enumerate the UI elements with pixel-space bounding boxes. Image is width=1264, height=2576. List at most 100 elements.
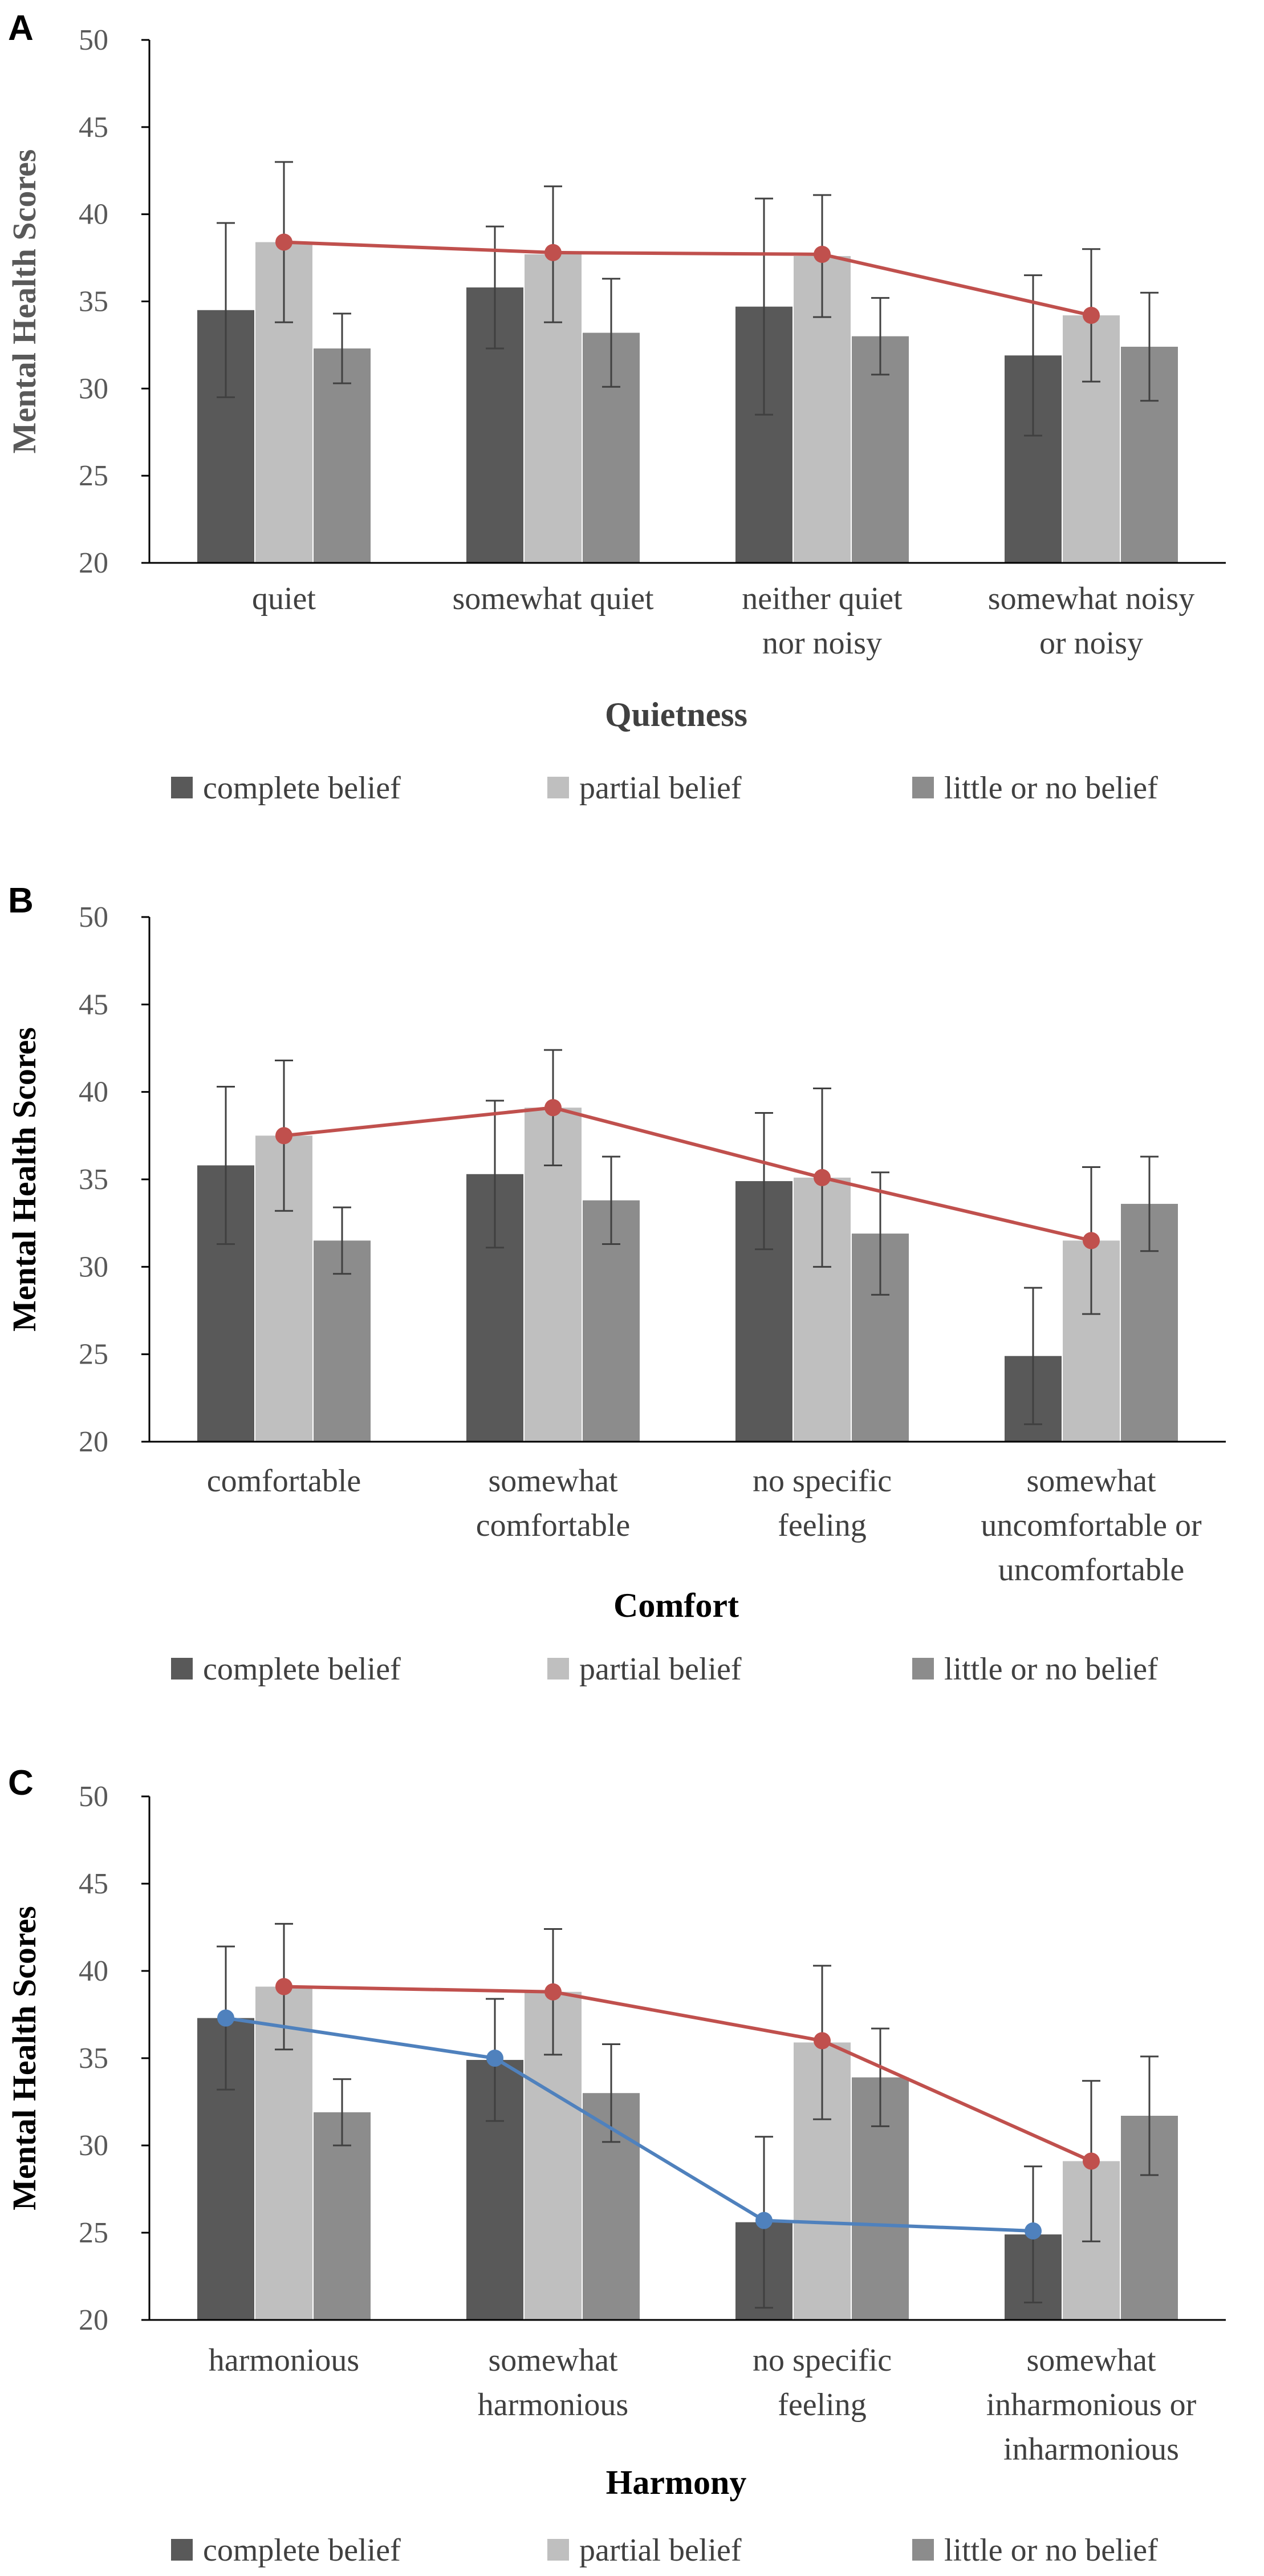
category-label-line: feeling [778, 2387, 866, 2423]
legend-swatch [171, 1658, 193, 1680]
trend-point-red [275, 1127, 292, 1145]
legend-label: partial belief [579, 2533, 742, 2568]
y-tick-label: 35 [79, 1163, 108, 1196]
y-tick-label: 45 [79, 988, 108, 1021]
y-tick-label: 25 [79, 1338, 108, 1371]
category-label-line: nor noisy [762, 626, 882, 661]
panel-letter: B [8, 881, 34, 920]
y-tick-label: 25 [79, 460, 108, 492]
y-tick-label: 50 [79, 24, 108, 56]
category-label-line: harmonious [478, 2387, 628, 2423]
chart-panel-a: A 20 25 30 35 40 45 50 Mental Health Scores quiet… [6, 9, 1226, 806]
category-label-line: inharmonious or [986, 2387, 1197, 2423]
chart-panel-c: C 20 25 30 35 40 45 50 Mental Health Scores harmo… [6, 1763, 1226, 2568]
category-label: somewhat uncomfortable or uncomfortable [981, 1463, 1202, 1588]
legend-swatch [171, 777, 193, 798]
category-label-line: uncomfortable [998, 1552, 1185, 1588]
category-label-line: somewhat [488, 2343, 618, 2378]
x-axis-title: Quietness [605, 696, 747, 733]
x-axis-title: Harmony [606, 2464, 747, 2501]
y-tick-label: 40 [79, 1076, 108, 1109]
trend-point-blue [1025, 2222, 1042, 2240]
y-tick-label: 50 [79, 1780, 108, 1813]
y-tick-label: 45 [79, 111, 108, 144]
legend-swatch [547, 2539, 569, 2561]
legend-label: little or no belief [944, 770, 1158, 806]
trend-point-red [544, 244, 562, 261]
panel-letter: C [8, 1763, 34, 1803]
y-tick-label: 35 [79, 286, 108, 318]
y-tick-label: 20 [79, 547, 108, 579]
legend-swatch [171, 2539, 193, 2561]
trend-point-red [275, 233, 292, 251]
y-tick-label: 20 [79, 2304, 108, 2336]
y-tick-label: 30 [79, 372, 108, 405]
category-label: no specific feeling [753, 1463, 892, 1543]
legend-label: little or no belief [944, 1652, 1158, 1687]
trend-point-red [814, 1169, 831, 1186]
category-label-line: no specific [753, 2343, 892, 2378]
category-label-line: somewhat quiet [452, 581, 653, 616]
category-label-line: comfortable [476, 1508, 631, 1543]
category-label-line: or noisy [1039, 626, 1143, 661]
category-label: no specific feeling [753, 2343, 892, 2423]
bar [314, 2112, 371, 2320]
trend-line-red [283, 1985, 1092, 2163]
y-tick-label: 50 [79, 901, 108, 934]
legend-swatch [912, 777, 934, 798]
trend-point-red [544, 1099, 562, 1117]
category-label: quiet [252, 581, 316, 616]
panel-letter: A [8, 9, 34, 48]
trend-point-red [1083, 1232, 1100, 1250]
category-label: somewhat inharmonious or inharmonious [986, 2343, 1197, 2467]
y-tick-label: 30 [79, 2129, 108, 2162]
legend-label: little or no belief [944, 2533, 1158, 2568]
category-label: neither quiet nor noisy [742, 581, 903, 661]
category-label: somewhat quiet [452, 581, 653, 616]
trend-point-red [544, 1983, 562, 2001]
category-label-line: uncomfortable or [981, 1508, 1202, 1543]
category-label-line: feeling [778, 1508, 866, 1543]
category-label-line: no specific [753, 1463, 892, 1499]
y-tick-label: 25 [79, 2217, 108, 2249]
y-tick-label: 20 [79, 1426, 108, 1458]
category-label-line: inharmonious [1003, 2432, 1179, 2467]
bar [314, 348, 371, 563]
trend-point-red [1083, 2152, 1100, 2170]
category-label-line: somewhat [1026, 1463, 1156, 1499]
y-tick-label: 30 [79, 1251, 108, 1283]
y-tick-label: 45 [79, 1868, 108, 1900]
trend-line-red [283, 240, 1092, 317]
legend-label: partial belief [579, 1652, 742, 1687]
legend-label: partial belief [579, 770, 742, 806]
trend-point-red [814, 245, 831, 263]
category-label-line: somewhat noisy [988, 581, 1194, 616]
category-label: somewhat noisy or noisy [988, 581, 1194, 661]
category-label-line: somewhat [1026, 2343, 1156, 2378]
category-label-line: neither quiet [742, 581, 903, 616]
trend-line-red [283, 1106, 1092, 1243]
category-label-line: comfortable [207, 1463, 361, 1499]
category-label: comfortable [207, 1463, 361, 1499]
category-label: harmonious [209, 2343, 359, 2378]
legend-swatch [547, 777, 569, 798]
trend-point-red [814, 2032, 831, 2050]
trend-point-red [275, 1978, 292, 1995]
y-tick-label: 40 [79, 198, 108, 231]
legend-swatch [912, 1658, 934, 1680]
trend-point-red [1083, 306, 1100, 324]
trend-line-blue [225, 2016, 1034, 2233]
legend-swatch [912, 2539, 934, 2561]
x-axis-title: Comfort [613, 1587, 739, 1624]
category-label: somewhat comfortable [476, 1463, 631, 1543]
category-label: somewhat harmonious [478, 2343, 628, 2423]
legend-label: complete belief [203, 1652, 401, 1687]
legend-label: complete belief [203, 770, 401, 806]
y-axis-title: Mental Health Scores [6, 1906, 43, 2210]
category-label-line: quiet [252, 581, 316, 616]
y-axis-title: Mental Health Scores [6, 1027, 43, 1332]
category-label-line: somewhat [488, 1463, 618, 1499]
trend-point-blue [755, 2212, 773, 2229]
y-axis-title: Mental Health Scores [6, 149, 43, 454]
trend-point-blue [217, 2009, 234, 2027]
